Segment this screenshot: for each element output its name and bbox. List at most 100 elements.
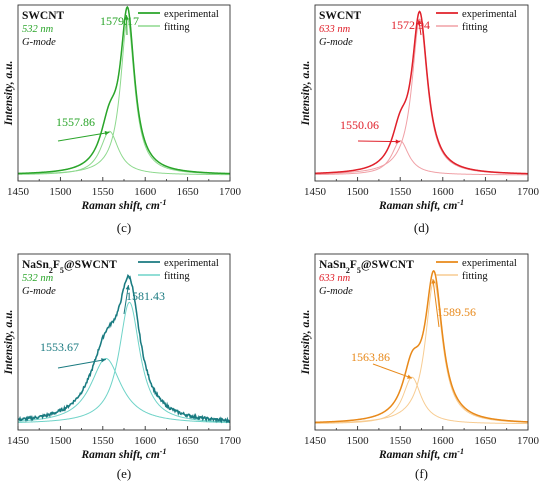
panel-caption: (d) [414, 220, 429, 235]
fit-component-2 [17, 357, 231, 424]
legend-fitting-label: fitting [462, 271, 488, 282]
peak-arrowhead-1 [417, 19, 422, 25]
fit-component-2 [18, 130, 231, 176]
experimental-line [314, 10, 529, 175]
x-axis-label: Raman shift, cm-1 [378, 447, 464, 462]
x-tick-label: 1650 [474, 186, 497, 198]
panel-title-part: @SWCNT [64, 259, 117, 271]
x-axis-label-superscript: -1 [160, 447, 167, 456]
panel-caption: (f) [415, 466, 428, 481]
chart-panel-2: 1450 1500 1550 1600 1650 1700 Raman shift, cm-… [300, 4, 540, 235]
x-tick-label: 1700 [517, 435, 540, 447]
x-tick-label: 1450 [7, 186, 30, 198]
experimental-line [17, 5, 231, 175]
panel-title-part: 2 [346, 266, 350, 275]
x-tick-label: 1450 [7, 435, 30, 447]
panel-title-part: F [350, 259, 357, 271]
panel-caption: (c) [117, 220, 131, 235]
x-axis-label: Raman shift, cm-1 [81, 198, 167, 213]
x-tick-label: 1600 [432, 186, 455, 198]
panel-title-part: 5 [60, 266, 64, 275]
legend-fitting-label: fitting [164, 22, 190, 33]
x-tick-label: 1550 [92, 186, 115, 198]
x-axis-label-superscript: -1 [457, 198, 464, 207]
x-tick-label: 1600 [134, 435, 157, 447]
x-axis-label-superscript: -1 [457, 447, 464, 456]
legend-experimental-label: experimental [462, 9, 517, 20]
x-tick-label: 1700 [219, 186, 242, 198]
x-tick-label: 1650 [474, 435, 497, 447]
legend-experimental-label: experimental [164, 258, 219, 269]
peak-arrowhead-1 [431, 278, 436, 284]
legend-experimental-label: experimental [462, 258, 517, 269]
peak-arrow-1 [123, 284, 129, 315]
x-tick-label: 1500 [347, 186, 370, 198]
experimental-line [314, 269, 529, 424]
panel-title: NaSn2F5@SWCNT [22, 259, 117, 275]
peak-arrowhead-2 [395, 139, 401, 144]
excitation-label: 633 nm [319, 24, 351, 35]
x-tick-label: 1500 [49, 435, 72, 447]
y-axis-label: Intensity, a.u. [300, 310, 312, 376]
peak-arrowhead-2 [101, 358, 106, 363]
y-axis-label: Intensity, a.u. [300, 61, 312, 127]
peak-label-1: 1579.17 [100, 14, 139, 28]
x-tick-label: 1650 [177, 435, 200, 447]
panel-title-part: F [53, 259, 60, 271]
fit-sum-line [314, 10, 529, 175]
x-tick-label: 1650 [177, 186, 200, 198]
x-tick-label: 1500 [347, 435, 370, 447]
peak-arrow-2 [57, 131, 110, 142]
peak-arrow-2 [372, 363, 413, 379]
fit-component-2 [315, 140, 528, 176]
chart-panel-3: 1450 1500 1550 1600 1650 1700 Raman shift, cm-… [3, 253, 242, 481]
panel-title: SWCNT [319, 10, 362, 22]
experimental-line [17, 274, 231, 424]
legend-fitting-label: fitting [164, 271, 190, 282]
peak-label-1: 1589.56 [437, 305, 476, 319]
peak-arrow-2 [357, 140, 401, 143]
legend-fitting-label: fitting [462, 22, 488, 33]
peak-label-2: 1550.06 [340, 118, 379, 132]
chart-panel-1: 1450 1500 1550 1600 1650 1700 Raman shift, cm-… [3, 4, 242, 235]
x-tick-label: 1700 [517, 186, 540, 198]
peak-arrowhead-2 [407, 374, 413, 379]
peak-arrow-2 [57, 358, 106, 369]
x-axis-label: Raman shift, cm-1 [378, 198, 464, 213]
mode-label: G-mode [22, 286, 56, 297]
mode-label: G-mode [319, 286, 353, 297]
legend-experimental-label: experimental [164, 9, 219, 20]
panel-title-part: NaSn [22, 259, 49, 271]
fit-component-1 [17, 301, 231, 423]
y-axis-label: Intensity, a.u. [3, 310, 15, 376]
peak-label-1: 1572.94 [391, 18, 430, 32]
mode-label: G-mode [319, 37, 353, 48]
panel-title: SWCNT [22, 10, 65, 22]
x-tick-label: 1600 [432, 435, 455, 447]
peak-arrowhead-1 [124, 15, 129, 20]
panel-title-part: NaSn [319, 259, 346, 271]
peak-label-2: 1563.86 [351, 350, 390, 364]
panel-caption: (e) [117, 466, 131, 481]
x-tick-label: 1550 [389, 435, 412, 447]
excitation-label: 532 nm [22, 24, 54, 35]
peak-label-2: 1557.86 [56, 115, 95, 129]
x-tick-label: 1500 [49, 186, 72, 198]
chart-panel-4: 1450 1500 1550 1600 1650 1700 Raman shift, cm-… [300, 253, 540, 481]
x-axis-label-superscript: -1 [160, 198, 167, 207]
y-axis-label: Intensity, a.u. [3, 61, 15, 127]
x-axis-label: Raman shift, cm-1 [81, 447, 167, 462]
excitation-label: 633 nm [319, 273, 351, 284]
peak-arrow-1 [432, 278, 440, 328]
x-tick-label: 1550 [389, 186, 412, 198]
panel-title-part: 2 [49, 266, 53, 275]
x-tick-label: 1550 [92, 435, 115, 447]
fit-component-2 [314, 376, 529, 425]
peak-label-2: 1553.67 [40, 340, 79, 354]
panel-title-part: @SWCNT [361, 259, 414, 271]
mode-label: G-mode [22, 37, 56, 48]
x-tick-label: 1600 [134, 186, 157, 198]
peak-label-1: 1581.43 [126, 289, 165, 303]
x-tick-label: 1450 [304, 186, 327, 198]
